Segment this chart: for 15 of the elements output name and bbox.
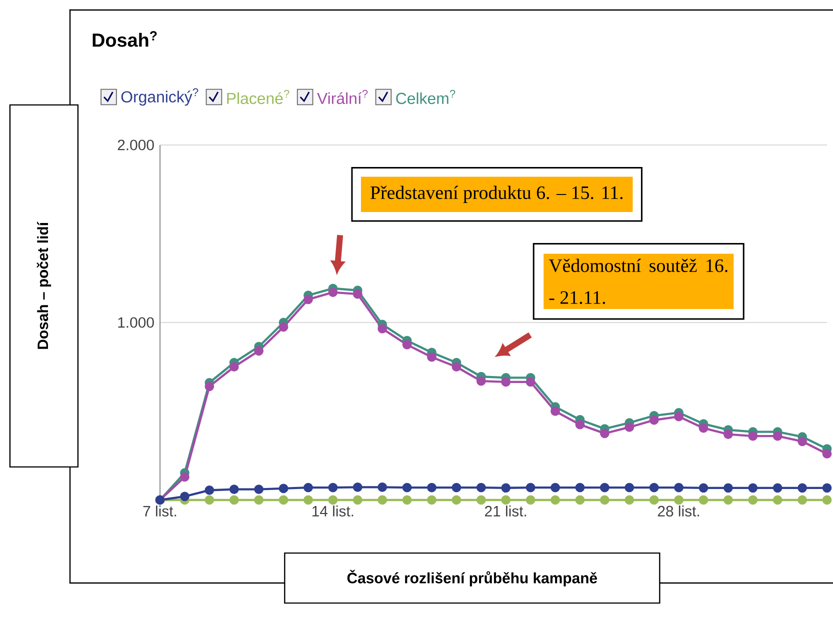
annotation: Vědomostní soutěž 16. - 21.11. (548, 258, 728, 304)
y-tick-label: 2.000 (118, 140, 154, 150)
chart-title: Dosah$^{?}$ (92, 31, 157, 47)
x-axis-title: Časové rozlišení průběhu kampaně (347, 570, 598, 586)
x-tick-label: 14 list. (312, 506, 354, 516)
annotation: Představení produktu 6. – 15. 11. (370, 186, 622, 203)
x-tick-label: 7 list. (143, 506, 176, 516)
text: Virální$^{?}$ (317, 90, 368, 104)
x-tick-label: 28 list. (658, 506, 699, 516)
text: Celkem$^{?}$ (396, 90, 456, 104)
text: Placené$^{?}$ (227, 90, 290, 104)
y-tick-label: 1.000 (118, 317, 154, 328)
text: Organický$^{?}$ (121, 88, 198, 106)
x-tick-label: 21 list. (485, 506, 526, 516)
y-axis-title: Dosah – počet lidí (36, 222, 52, 349)
